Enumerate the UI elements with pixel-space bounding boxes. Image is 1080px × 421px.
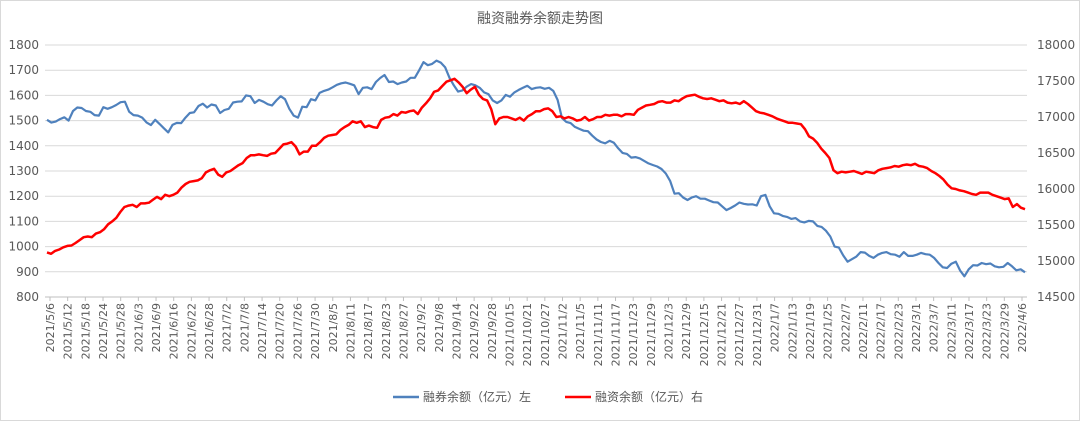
right-tick-label: 14500 [1037,290,1075,304]
x-tick-label: 2021/5/12 [62,303,75,359]
x-tick-label: 2021/5/18 [79,303,92,359]
x-tick-label: 2021/9/2 [415,303,428,352]
left-tick-label: 1400 [8,139,39,153]
x-tick-label: 2022/3/1 [910,303,923,352]
x-tick-label: 2021/8/23 [380,303,393,359]
x-tick-label: 2022/2/7 [839,303,852,352]
x-tick-label: 2021/11/11 [592,303,605,366]
x-tick-label: 2022/2/11 [857,303,870,359]
x-tick-label: 2022/2/23 [892,303,905,359]
x-tick-label: 2022/1/25 [822,303,835,359]
x-tick-label: 2021/6/22 [185,303,198,359]
x-tick-label: 2022/1/7 [769,303,782,352]
x-tick-label: 2021/6/9 [150,303,163,352]
x-tick-label: 2022/4/6 [1016,303,1029,352]
x-tick-label: 2021/8/17 [362,303,375,359]
x-axis: 2021/5/6 2021/5/12 2021/5/18 2021/5/24 2021/… [44,296,1029,366]
left-tick-label: 1300 [8,164,39,178]
right-tick-label: 17500 [1037,74,1075,88]
x-tick-label: 2021/11/17 [610,303,623,366]
x-tick-label: 2021/7/14 [256,303,269,359]
right-axis: 14500 15000 15500 16000 16500 17000 17500 18000 [1037,38,1075,304]
right-tick-label: 16000 [1037,182,1075,196]
x-tick-label: 2021/12/15 [698,303,711,366]
x-tick-label: 2021/9/22 [468,303,481,359]
x-tick-label: 2021/6/3 [132,303,145,352]
x-tick-label: 2021/7/2 [221,303,234,352]
legend-label: 融券余额（亿元）左 [423,389,531,404]
left-axis: 800 900 1000 1100 1200 1300 1400 1500 1600 1700 18… [8,38,39,304]
left-tick-label: 1700 [8,63,39,77]
right-tick-label: 15500 [1037,218,1075,232]
series-lines [46,59,1026,278]
x-tick-label: 2021/5/28 [115,303,128,359]
x-tick-label: 2021/12/31 [751,303,764,366]
x-tick-label: 2022/3/23 [981,303,994,359]
x-tick-label: 2022/3/11 [945,303,958,359]
x-tick-label: 2021/6/28 [203,303,216,359]
x-tick-label: 2022/1/19 [804,303,817,359]
x-tick-label: 2021/9/28 [486,303,499,359]
x-tick-label: 2021/11/5 [574,303,587,359]
legend: 融券余额（亿元）左 融资余额（亿元）右 [393,389,703,404]
x-tick-label: 2021/12/9 [680,303,693,359]
x-tick-label: 2022/1/13 [786,303,799,359]
x-tick-label: 2021/7/20 [274,303,287,359]
left-tick-label: 800 [16,290,39,304]
x-tick-label: 2021/7/8 [238,303,251,352]
x-tick-label: 2021/11/23 [627,303,640,366]
left-tick-label: 1800 [8,38,39,52]
x-tick-label: 2022/3/7 [928,303,941,352]
x-tick-label: 2021/9/14 [450,303,463,359]
right-tick-label: 15000 [1037,254,1075,268]
x-tick-label: 2021/5/6 [44,303,57,352]
x-tick-label: 2021/7/30 [309,303,322,359]
x-tick-label: 2021/8/11 [344,303,357,359]
x-tick-label: 2022/2/17 [875,303,888,359]
legend-label: 融资余额（亿元）右 [595,389,703,404]
x-tick-label: 2021/7/26 [291,303,304,359]
right-tick-label: 18000 [1037,38,1075,52]
left-tick-label: 1000 [8,240,39,254]
left-tick-label: 1100 [8,214,39,228]
x-tick-label: 2021/10/27 [539,303,552,366]
left-tick-label: 1500 [8,114,39,128]
x-tick-label: 2022/3/17 [963,303,976,359]
x-tick-label: 2021/12/21 [716,303,729,366]
x-tick-label: 2021/12/27 [733,303,746,366]
x-tick-label: 2021/10/15 [503,303,516,366]
chart-title: 融资融券余额走势图 [477,10,603,27]
right-tick-label: 16500 [1037,146,1075,160]
x-tick-label: 2021/11/29 [645,303,658,366]
left-tick-label: 900 [16,265,39,279]
left-tick-label: 1200 [8,189,39,203]
x-tick-label: 2021/5/24 [97,303,110,359]
series-line-1 [46,59,1026,278]
x-tick-label: 2021/8/27 [397,303,410,359]
right-tick-label: 17000 [1037,110,1075,124]
series-line-2 [46,77,1026,256]
x-tick-label: 2021/8/5 [327,303,340,352]
x-tick-label: 2021/12/3 [663,303,676,359]
x-tick-label: 2021/6/16 [168,303,181,359]
left-tick-label: 1600 [8,88,39,102]
x-tick-label: 2022/3/29 [998,303,1011,359]
x-tick-label: 2021/11/2 [557,303,570,359]
x-tick-label: 2021/9/8 [433,303,446,352]
x-tick-label: 2021/10/21 [521,303,534,366]
